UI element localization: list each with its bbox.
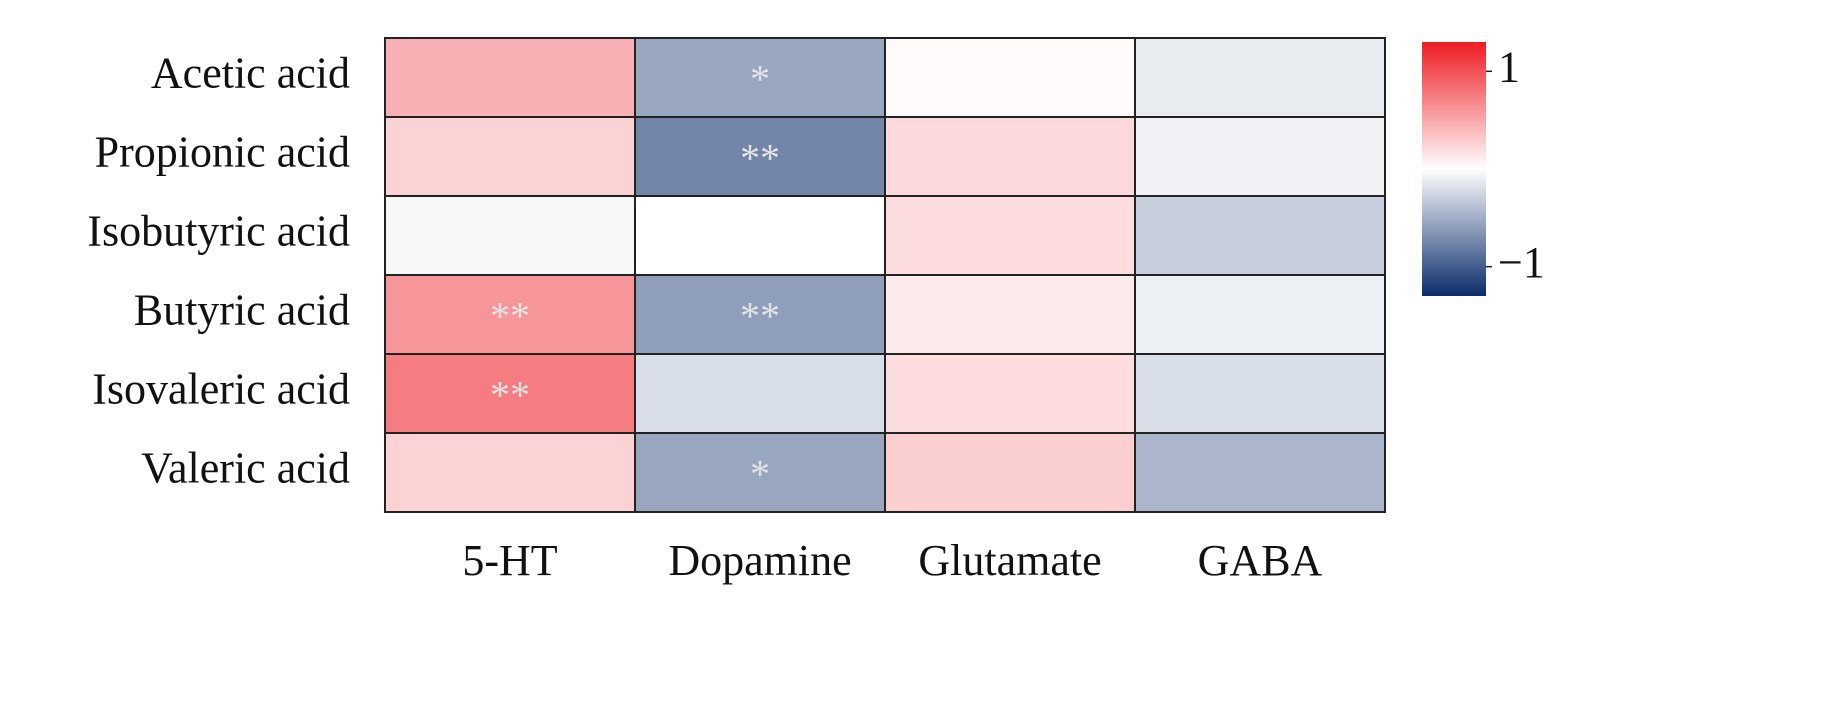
heatmap-cell bbox=[1134, 353, 1386, 434]
heatmap-cell bbox=[884, 37, 1136, 118]
y-tick-label: Valeric acid bbox=[141, 444, 350, 493]
heatmap-cell bbox=[634, 432, 886, 513]
significance-label: * bbox=[750, 57, 770, 102]
y-tick-label: Isovaleric acid bbox=[92, 365, 350, 414]
significance-label: ** bbox=[490, 294, 530, 339]
heatmap-cell bbox=[884, 195, 1136, 276]
heatmap-cell bbox=[1134, 116, 1386, 197]
significance-label: * bbox=[750, 452, 770, 497]
heatmap-cell bbox=[384, 432, 636, 513]
heatmap-cell bbox=[634, 195, 886, 276]
heatmap-cell bbox=[384, 195, 636, 276]
heatmap-cell bbox=[384, 116, 636, 197]
y-tick-label: Propionic acid bbox=[95, 128, 350, 177]
significance-label: ** bbox=[490, 373, 530, 418]
heatmap-cell bbox=[1134, 195, 1386, 276]
heatmap-cell bbox=[884, 353, 1136, 434]
colorbar bbox=[1422, 42, 1486, 296]
x-tick-label: Dopamine bbox=[668, 536, 851, 585]
significance-label: ** bbox=[740, 294, 780, 339]
colorbar-tick-label: −1 bbox=[1498, 238, 1545, 287]
heatmap-cell bbox=[1134, 37, 1386, 118]
x-tick-label: 5-HT bbox=[462, 536, 557, 585]
y-tick-label: Acetic acid bbox=[151, 49, 350, 98]
colorbar-tick-label: 1 bbox=[1498, 42, 1520, 91]
y-tick-label: Butyric acid bbox=[134, 286, 350, 335]
heatmap-cell bbox=[884, 116, 1136, 197]
heatmap-cell bbox=[634, 37, 886, 118]
heatmap-cell bbox=[884, 274, 1136, 355]
x-tick-label: Glutamate bbox=[918, 536, 1101, 585]
heatmap-cell bbox=[384, 274, 636, 355]
y-tick-label: Isobutyric acid bbox=[87, 207, 350, 256]
significance-label: ** bbox=[740, 136, 780, 181]
heatmap-cell bbox=[1134, 432, 1386, 513]
heatmap-cell bbox=[1134, 274, 1386, 355]
heatmap-cell bbox=[634, 353, 886, 434]
heatmap-cell bbox=[634, 116, 886, 197]
heatmap-cell bbox=[884, 432, 1136, 513]
heatmap-cell bbox=[384, 37, 636, 118]
x-tick-label: GABA bbox=[1198, 536, 1323, 585]
